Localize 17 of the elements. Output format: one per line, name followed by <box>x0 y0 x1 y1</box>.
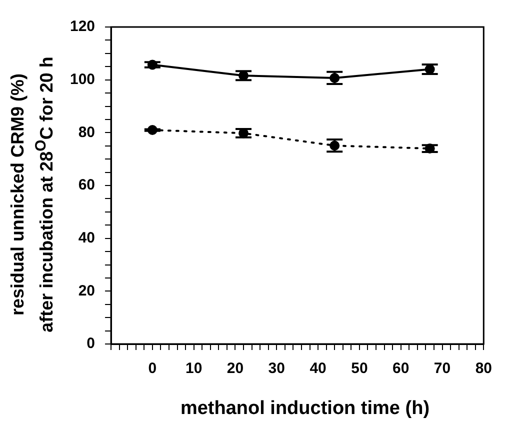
x-tick-label: 40 <box>310 360 326 378</box>
x-tick-label: 50 <box>351 360 368 378</box>
y-tick-label: 40 <box>78 229 96 246</box>
y-tick-label: 20 <box>78 282 96 300</box>
y-tick-label: 60 <box>78 176 96 194</box>
x-tick-label: 10 <box>185 360 202 378</box>
x-axis-title: methanol induction time (h) <box>179 398 431 420</box>
y-tick-label: 80 <box>78 124 96 141</box>
y-tick-label: 120 <box>70 18 96 36</box>
y-tick-label: 0 <box>86 335 96 352</box>
x-tick-label: 20 <box>226 360 244 378</box>
x-tick-label: 70 <box>434 360 451 378</box>
x-tick-label: 60 <box>392 360 410 378</box>
y-tick-label: 100 <box>70 70 96 88</box>
x-tick-label: 0 <box>148 360 157 378</box>
x-tick-label: 30 <box>268 360 285 378</box>
x-tick-label: 80 <box>475 360 492 378</box>
